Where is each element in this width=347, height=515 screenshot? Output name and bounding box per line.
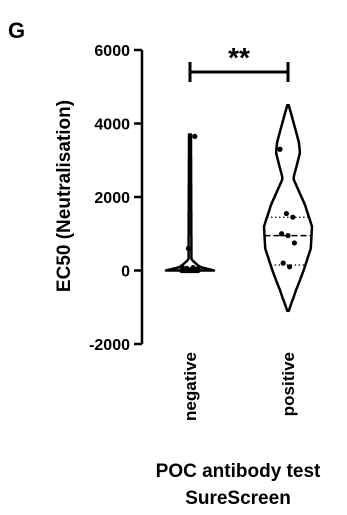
data-point bbox=[179, 264, 185, 270]
y-tick-label: 0 bbox=[121, 264, 130, 281]
data-point bbox=[287, 264, 293, 270]
data-point bbox=[279, 231, 285, 237]
data-point bbox=[184, 265, 190, 271]
panel-label: G bbox=[8, 18, 25, 43]
x-axis-categories: negative positive bbox=[181, 352, 298, 421]
y-tick-label: 2000 bbox=[94, 190, 130, 207]
data-point bbox=[190, 264, 196, 271]
x-category-label: positive bbox=[279, 352, 298, 416]
data-point bbox=[285, 232, 291, 239]
y-axis-label: EC50 (Neutralisation) bbox=[54, 100, 75, 292]
x-category-label: negative bbox=[181, 352, 200, 421]
data-point bbox=[195, 266, 201, 272]
data-point bbox=[277, 146, 283, 152]
violin-positive bbox=[262, 103, 314, 313]
x-axis-label-line-1: POC antibody test bbox=[156, 461, 321, 482]
data-point bbox=[192, 133, 198, 139]
significance-label: ** bbox=[228, 42, 250, 73]
data-point bbox=[185, 245, 191, 252]
data-point bbox=[283, 210, 289, 217]
violins bbox=[164, 103, 314, 313]
data-points bbox=[179, 133, 297, 274]
y-axis-ticks: -2000 0 2000 4000 6000 bbox=[89, 43, 142, 354]
y-tick-label: 4000 bbox=[94, 117, 130, 134]
x-axis-label-line-2: SureScreen bbox=[185, 488, 291, 509]
y-tick-label: 6000 bbox=[94, 43, 130, 60]
significance-bracket: ** bbox=[188, 42, 290, 82]
data-point bbox=[290, 214, 296, 220]
data-point bbox=[280, 260, 286, 266]
data-point bbox=[291, 240, 297, 246]
violin-negative bbox=[164, 133, 216, 272]
y-tick-label: -2000 bbox=[89, 337, 130, 354]
